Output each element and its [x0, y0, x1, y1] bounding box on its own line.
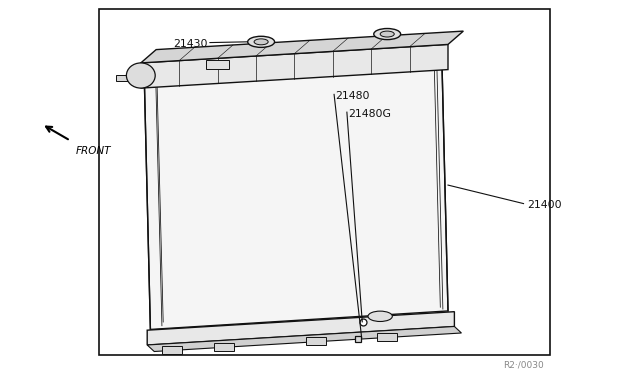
Bar: [99, 9, 550, 355]
Polygon shape: [141, 31, 463, 63]
Text: FRONT: FRONT: [76, 145, 111, 155]
Bar: [116, 75, 136, 81]
Text: 21400: 21400: [527, 201, 561, 211]
Bar: [206, 60, 229, 70]
Bar: [376, 333, 397, 341]
Text: 21430: 21430: [173, 39, 207, 49]
Bar: [161, 346, 182, 354]
Bar: [306, 337, 326, 345]
Ellipse shape: [248, 36, 275, 47]
Ellipse shape: [380, 31, 394, 37]
Text: 21480G: 21480G: [348, 109, 391, 119]
Text: R2·/0030: R2·/0030: [503, 361, 544, 370]
Bar: [214, 343, 234, 351]
Polygon shape: [147, 312, 454, 345]
Polygon shape: [147, 327, 461, 352]
Polygon shape: [144, 48, 448, 330]
Ellipse shape: [254, 39, 268, 45]
Ellipse shape: [127, 63, 156, 88]
Ellipse shape: [368, 311, 392, 321]
Polygon shape: [141, 44, 448, 88]
Ellipse shape: [374, 29, 401, 39]
Text: 21480: 21480: [335, 90, 370, 100]
